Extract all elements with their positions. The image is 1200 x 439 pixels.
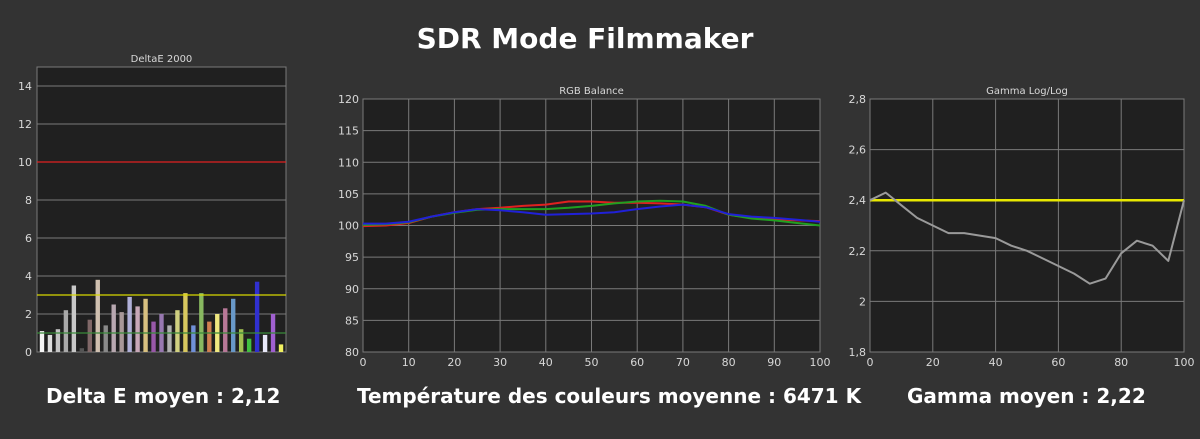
chart-title: RGB Balance: [559, 86, 624, 97]
x-tick-label: 60: [630, 356, 644, 369]
deltae-bar: [47, 334, 53, 352]
x-tick-label: 0: [360, 356, 367, 369]
x-tick-label: 100: [1174, 356, 1195, 369]
y-tick-label: 2,4: [849, 194, 867, 207]
x-tick-label: 50: [585, 356, 599, 369]
delta-e-caption: Delta E moyen : 2,12: [46, 384, 281, 408]
deltae-chart: DeltaE 2000 0 2 4 6 8 10 12 14: [18, 54, 287, 359]
deltae-bar: [199, 293, 204, 352]
gamma-chart: Gamma Log/Log 1,8 2 2,2 2,4 2,6 2,8 0 20 40 60 80 10…: [849, 86, 1195, 369]
deltae-bar: [95, 279, 100, 352]
y-tick-label: 2,6: [849, 144, 867, 157]
series-line: [363, 203, 821, 225]
deltae-bar: [39, 331, 45, 352]
deltae-bar: [143, 298, 148, 352]
x-tick-label: 20: [447, 356, 461, 369]
x-tick-label: 80: [722, 356, 736, 369]
y-tick-label: 12: [18, 118, 32, 131]
y-tick-label: 105: [338, 188, 359, 201]
y-tick-label: 8: [25, 194, 32, 207]
x-tick-label: 60: [1051, 356, 1065, 369]
y-tick-label: 85: [345, 314, 359, 327]
deltae-bar: [246, 338, 252, 352]
deltae-bar: [127, 296, 132, 352]
deltae-bar: [183, 293, 188, 352]
rgb-balance-chart: RGB Balance 80 85 90 95 100 105 110 115 120 0 10 20 3…: [338, 86, 831, 369]
deltae-bar: [119, 312, 124, 352]
series-line: [869, 191, 1185, 285]
y-tick-label: 115: [338, 125, 359, 138]
deltae-bar: [262, 334, 268, 352]
x-tick-label: 10: [402, 356, 416, 369]
deltae-bar: [135, 306, 140, 352]
x-tick-label: 80: [1114, 356, 1128, 369]
y-tick-label: 95: [345, 251, 359, 264]
x-tick-label: 30: [493, 356, 507, 369]
y-tick-label: 4: [25, 270, 32, 283]
deltae-bar: [87, 319, 92, 352]
gamma-caption: Gamma moyen : 2,22: [907, 384, 1146, 408]
x-tick-label: 40: [989, 356, 1003, 369]
deltae-bar: [63, 310, 69, 352]
y-tick-label: 80: [345, 346, 359, 359]
deltae-bar: [231, 298, 236, 352]
page-title: SDR Mode Filmmaker: [416, 22, 754, 55]
y-tick-label: 14: [18, 80, 32, 93]
deltae-bar: [223, 308, 228, 352]
deltae-bar: [151, 321, 156, 352]
deltae-bar: [175, 310, 180, 352]
x-tick-label: 0: [867, 356, 874, 369]
deltae-bar: [238, 329, 244, 352]
y-tick-label: 6: [25, 232, 32, 245]
deltae-bar: [79, 348, 85, 352]
y-tick-label: 90: [345, 283, 359, 296]
plot-area: [869, 98, 1185, 353]
y-tick-label: 100: [338, 220, 359, 233]
y-tick-label: 120: [338, 93, 359, 106]
deltae-bar: [55, 329, 61, 352]
y-tick-label: 1,8: [849, 346, 867, 359]
x-tick-label: 90: [767, 356, 781, 369]
y-tick-label: 0: [25, 346, 32, 359]
y-tick-label: 2: [859, 295, 866, 308]
deltae-bar: [167, 325, 172, 352]
deltae-bar: [111, 304, 116, 352]
x-tick-label: 100: [810, 356, 831, 369]
x-tick-label: 20: [926, 356, 940, 369]
y-tick-label: 2,2: [849, 245, 867, 258]
y-tick-label: 110: [338, 156, 359, 169]
deltae-bar: [103, 325, 108, 352]
x-tick-label: 70: [676, 356, 690, 369]
deltae-bar: [207, 321, 212, 352]
y-tick-label: 2,8: [849, 93, 867, 106]
deltae-bar: [278, 344, 284, 352]
deltae-bar: [71, 285, 77, 352]
deltae-bar: [254, 281, 260, 352]
temperature-caption: Température des couleurs moyenne : 6471 …: [357, 384, 862, 408]
plot-area: [36, 66, 287, 353]
x-tick-label: 40: [539, 356, 553, 369]
y-tick-label: 10: [18, 156, 32, 169]
chart-title: DeltaE 2000: [131, 54, 193, 65]
chart-title: Gamma Log/Log: [986, 86, 1068, 97]
y-tick-label: 2: [25, 308, 32, 321]
deltae-bar: [191, 325, 196, 352]
